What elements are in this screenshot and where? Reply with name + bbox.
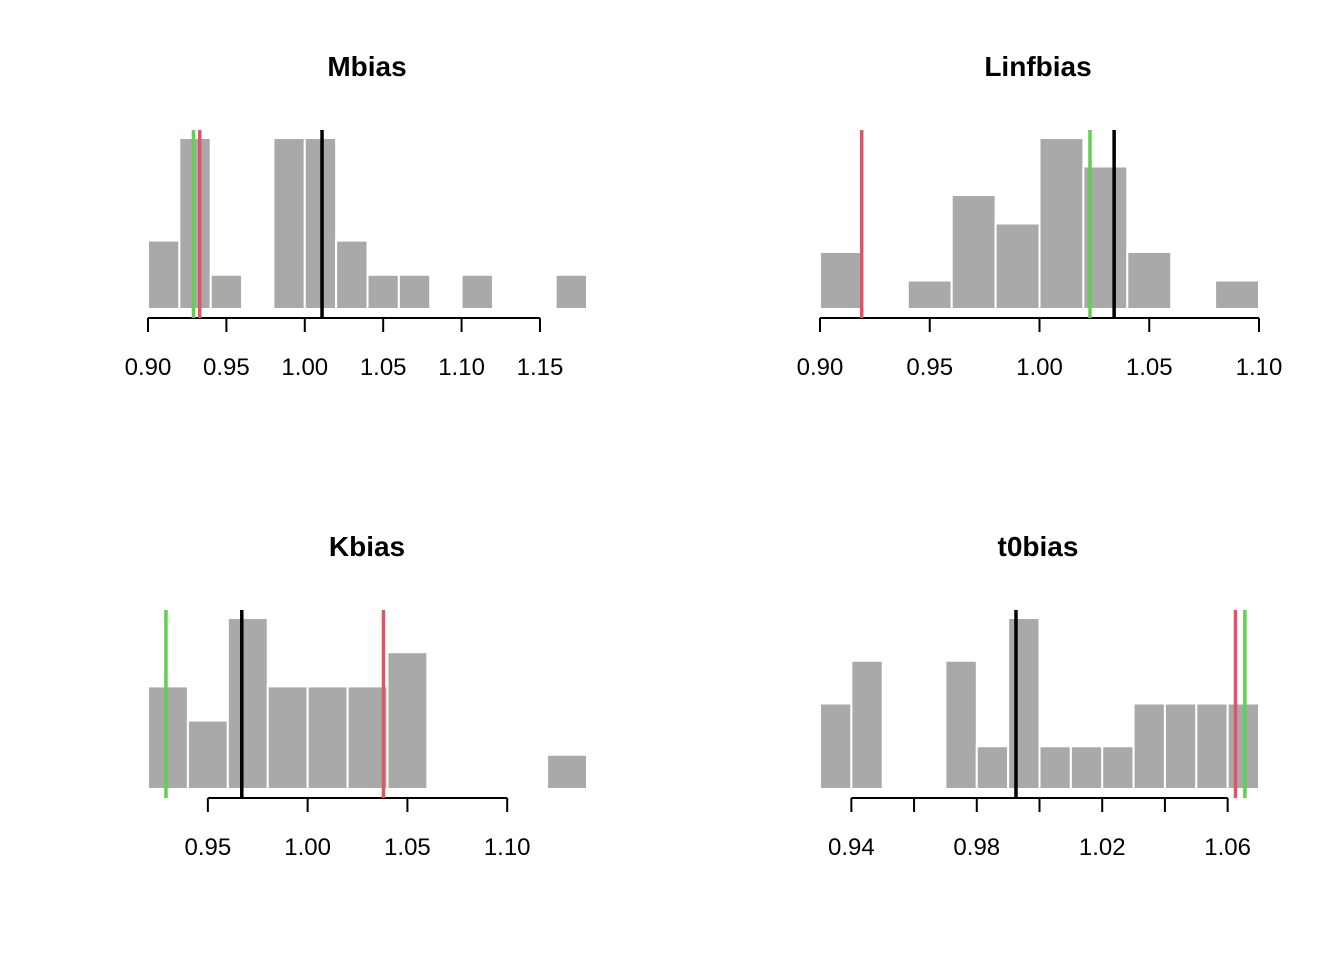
x-tick-label: 1.10 xyxy=(438,354,485,381)
histogram-panel-mbias: Mbias 0.90 0.95 1.00 1.05 1.10 1.15 xyxy=(125,51,589,381)
histogram-panel-linfbias: Linfbias 0.90 0.95 1.00 1.05 1.10 xyxy=(797,51,1283,381)
x-tick-label: 1.10 xyxy=(484,834,531,861)
histogram-bar xyxy=(1214,279,1260,310)
histogram-bar xyxy=(819,251,865,310)
chart-title: Linfbias xyxy=(984,51,1091,82)
histogram-bar xyxy=(1101,745,1135,790)
x-tick-label: 1.05 xyxy=(384,834,431,861)
histogram-panel-kbias: Kbias 0.95 1.00 1.05 1.10 xyxy=(147,531,588,861)
histogram-bar xyxy=(335,239,369,311)
histogram-bar xyxy=(209,273,244,310)
x-tick-label: 0.95 xyxy=(203,354,250,381)
x-tick-label: 1.10 xyxy=(1236,354,1283,381)
chart-title: Kbias xyxy=(329,531,405,562)
histogram-bar xyxy=(1195,702,1229,790)
x-tick-label: 0.90 xyxy=(797,354,844,381)
histogram-bar xyxy=(1038,137,1085,310)
x-tick-label: 1.00 xyxy=(1016,354,1063,381)
x-tick-label: 1.05 xyxy=(1126,354,1173,381)
histogram-bar xyxy=(366,273,400,310)
histogram-bar xyxy=(147,685,189,791)
histogram-bar xyxy=(1132,702,1166,790)
histogram-bar xyxy=(186,719,229,790)
x-tick-label: 1.05 xyxy=(360,354,407,381)
x-tick-label: 1.02 xyxy=(1079,834,1126,861)
histogram-bar xyxy=(1038,745,1072,790)
histogram-bar xyxy=(1126,251,1173,310)
histogram-bar xyxy=(147,239,181,311)
x-tick-label: 0.95 xyxy=(185,834,232,861)
histogram-bar xyxy=(975,745,1010,790)
histogram-bar xyxy=(346,685,389,791)
histogram-bar xyxy=(950,194,997,310)
histogram-bar xyxy=(850,659,884,790)
histogram-panel-t0bias: t0bias 0.94 0.98 1.02 1.06 xyxy=(819,531,1260,861)
histogram-bar xyxy=(272,137,306,310)
x-tick-label: 1.06 xyxy=(1204,834,1251,861)
histogram-bar xyxy=(819,702,853,790)
histogram-bar xyxy=(1163,702,1198,790)
x-tick-label: 0.95 xyxy=(906,354,953,381)
histogram-bar xyxy=(994,222,1041,310)
histogram-bar xyxy=(554,273,589,310)
x-tick-label: 1.00 xyxy=(284,834,331,861)
chart-title: t0bias xyxy=(998,531,1079,562)
x-tick-label: 1.15 xyxy=(517,354,564,381)
histogram-bar xyxy=(1069,745,1104,790)
histogram-bar xyxy=(397,273,432,310)
x-tick-label: 0.90 xyxy=(125,354,172,381)
x-tick-label: 1.00 xyxy=(281,354,328,381)
histogram-bar xyxy=(944,659,978,790)
histogram-bar xyxy=(460,273,494,310)
histogram-bar xyxy=(546,753,588,790)
x-tick-label: 0.98 xyxy=(953,834,1000,861)
histogram-bar xyxy=(906,279,953,310)
x-tick-label: 0.94 xyxy=(828,834,875,861)
histogram-bar xyxy=(1007,617,1041,790)
histogram-bar xyxy=(226,617,269,790)
histogram-bar xyxy=(266,685,309,791)
chart-title: Mbias xyxy=(327,51,406,82)
histogram-bar xyxy=(386,651,429,791)
histogram-bar xyxy=(306,685,349,791)
